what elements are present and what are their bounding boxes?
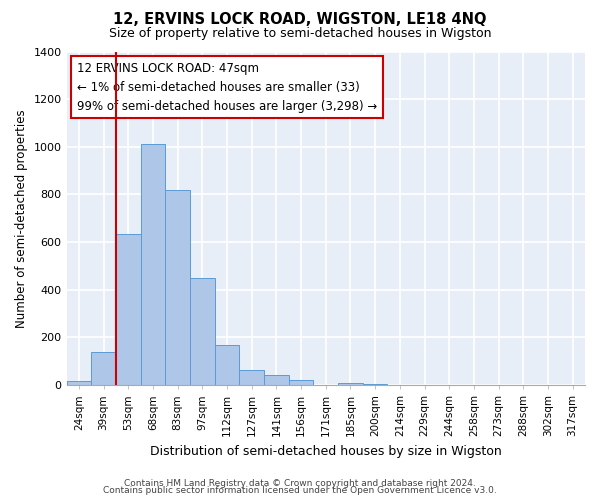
Bar — [140, 144, 165, 385]
Text: 12 ERVINS LOCK ROAD: 47sqm
← 1% of semi-detached houses are smaller (33)
99% of : 12 ERVINS LOCK ROAD: 47sqm ← 1% of semi-… — [77, 62, 377, 112]
Bar — [91, 352, 116, 385]
Bar — [338, 383, 363, 385]
Text: Contains public sector information licensed under the Open Government Licence v3: Contains public sector information licen… — [103, 486, 497, 495]
X-axis label: Distribution of semi-detached houses by size in Wigston: Distribution of semi-detached houses by … — [150, 444, 502, 458]
Bar — [165, 190, 190, 385]
Bar — [190, 278, 215, 385]
Bar — [239, 370, 264, 385]
Bar — [264, 376, 289, 385]
Text: 12, ERVINS LOCK ROAD, WIGSTON, LE18 4NQ: 12, ERVINS LOCK ROAD, WIGSTON, LE18 4NQ — [113, 12, 487, 28]
Bar — [363, 384, 388, 385]
Bar — [289, 380, 313, 385]
Text: Size of property relative to semi-detached houses in Wigston: Size of property relative to semi-detach… — [109, 28, 491, 40]
Bar — [67, 382, 91, 385]
Text: Contains HM Land Registry data © Crown copyright and database right 2024.: Contains HM Land Registry data © Crown c… — [124, 478, 476, 488]
Bar — [215, 344, 239, 385]
Bar — [116, 234, 140, 385]
Y-axis label: Number of semi-detached properties: Number of semi-detached properties — [15, 109, 28, 328]
